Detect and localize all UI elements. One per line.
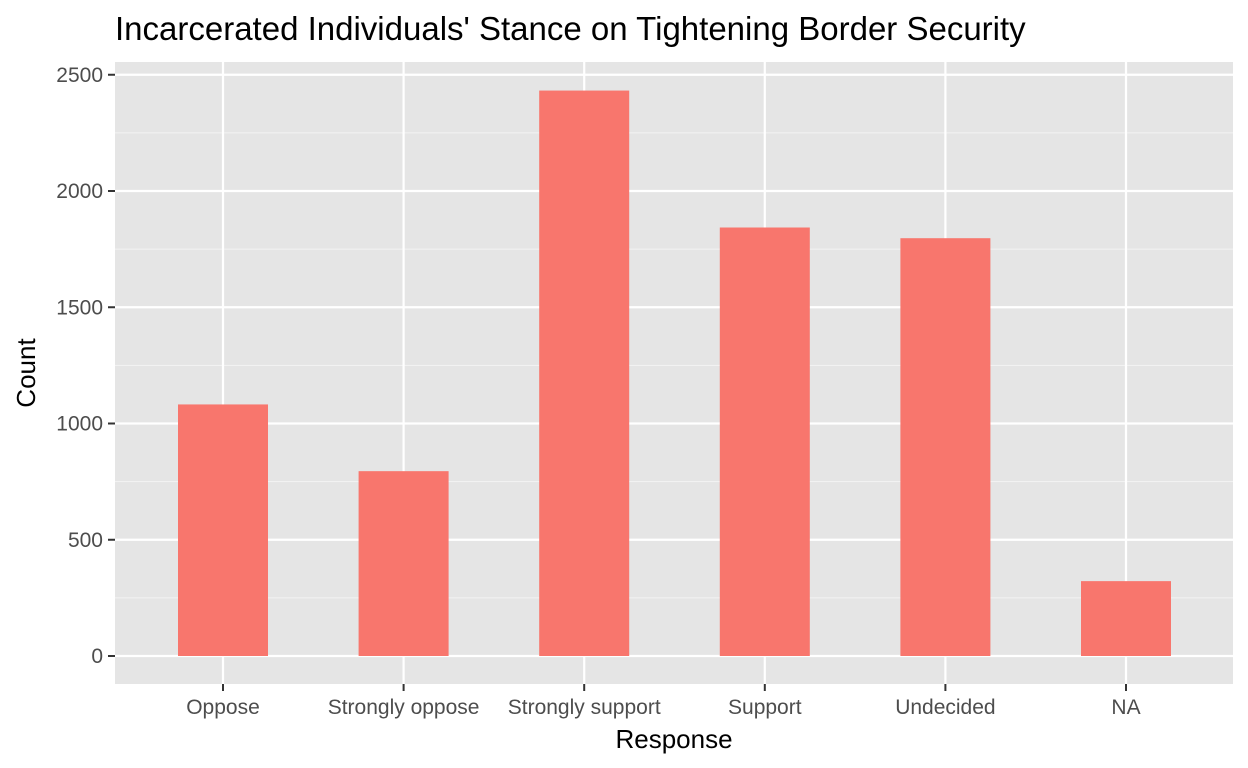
x-axis-title: Response [615, 724, 732, 754]
bar-strongly-oppose [358, 471, 449, 656]
chart-title: Incarcerated Individuals' Stance on Tigh… [115, 10, 1026, 47]
y-axis: 0 500 1000 1500 2000 2500 [56, 64, 115, 668]
x-tick-label: Support [728, 696, 802, 719]
x-tick-label: Strongly oppose [328, 696, 480, 719]
bar-na [1081, 581, 1171, 656]
bars [178, 90, 1171, 656]
bar-oppose [178, 404, 268, 656]
x-tick-label: NA [1111, 696, 1140, 719]
bar-support [719, 227, 810, 656]
minor-gridlines [115, 132, 1233, 599]
y-tick-label: 1000 [56, 413, 103, 436]
x-tick-label: Undecided [895, 696, 995, 719]
x-axis: Oppose Strongly oppose Strongly support Sup… [186, 684, 1141, 719]
y-tick-label: 2500 [56, 64, 103, 87]
x-tick-label: Oppose [186, 696, 260, 719]
plot-panel [115, 62, 1233, 684]
bar-strongly-support [539, 90, 630, 656]
y-tick-label: 1500 [56, 296, 103, 319]
x-tick-label: Strongly support [508, 696, 661, 719]
y-tick-label: 500 [68, 529, 103, 552]
y-tick-label: 2000 [56, 180, 103, 203]
bar-undecided [900, 238, 991, 656]
y-tick-label: 0 [91, 645, 103, 668]
y-axis-title: Count [11, 338, 41, 408]
